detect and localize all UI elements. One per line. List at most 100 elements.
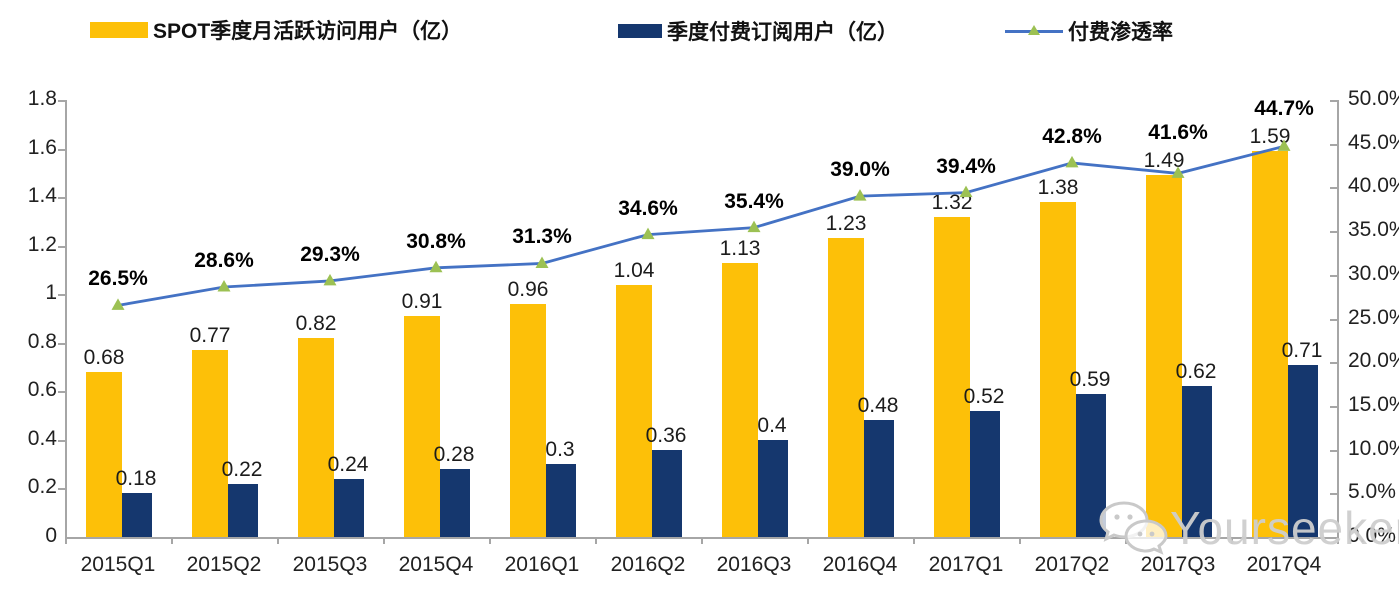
x-axis-category-label: 2017Q2: [1034, 553, 1110, 576]
y-axis-right-tick: [1330, 362, 1337, 365]
subscribers-value-label: 0.22: [221, 457, 263, 481]
subscribers-value-label: 0.52: [963, 384, 1005, 408]
mau-value-label: 0.96: [507, 277, 549, 301]
watermark: Yourseeker: [1094, 497, 1399, 559]
y-axis-right-tick-label: 30.0%: [1348, 261, 1399, 285]
y-axis-right: [1337, 100, 1339, 537]
y-axis-right-tick-label: 45.0%: [1348, 130, 1399, 154]
subscribers-value-label: 0.71: [1281, 338, 1323, 362]
bar-subscribers: [969, 410, 1000, 537]
y-axis-right-tick: [1330, 449, 1337, 452]
subscribers-legend-swatch: [618, 24, 662, 38]
penetration-value-label: 39.0%: [830, 158, 890, 182]
y-axis-right-tick-label: 5.0%: [1348, 480, 1396, 504]
x-axis-tick: [1337, 537, 1339, 544]
subscribers-value-label: 0.3: [545, 438, 575, 462]
bar-mau: [509, 303, 546, 537]
mau-value-label: 0.91: [401, 290, 443, 314]
y-axis-left-tick-label: 1.2: [27, 232, 57, 256]
legend-item-subscribers: 季度付费订阅用户（亿）: [618, 19, 898, 44]
bar-subscribers: [227, 483, 258, 537]
y-axis-left-tick: [58, 245, 65, 248]
y-axis-right-tick: [1330, 274, 1337, 277]
penetration-point-marker: [535, 256, 549, 268]
x-axis-tick: [489, 537, 491, 544]
y-axis-right-tick-label: 15.0%: [1348, 392, 1399, 416]
legend-item-mau: SPOT季度月活跃访问用户（亿）: [90, 18, 463, 43]
mau-legend-label: SPOT季度月活跃访问用户（亿）: [153, 20, 463, 43]
y-axis-right-tick: [1330, 143, 1337, 146]
penetration-value-label: 42.8%: [1042, 124, 1102, 148]
y-axis-left-tick: [58, 488, 65, 491]
penetration-legend-marker: [1005, 24, 1063, 38]
bar-mau: [191, 350, 228, 537]
x-axis-category-label: 2015Q4: [398, 553, 474, 576]
x-axis-tick: [595, 537, 597, 544]
bar-subscribers: [757, 439, 788, 537]
penetration-value-label: 28.6%: [194, 249, 254, 273]
bar-mau: [1145, 175, 1182, 537]
x-axis-tick: [1231, 537, 1233, 544]
subscribers-legend-label: 季度付费订阅用户（亿）: [667, 21, 898, 44]
y-axis-right-tick: [1330, 318, 1337, 321]
penetration-value-label: 34.6%: [618, 196, 678, 220]
y-axis-right-tick-label: 40.0%: [1348, 174, 1399, 198]
penetration-value-label: 30.8%: [406, 229, 466, 253]
x-axis-category-label: 2016Q2: [610, 553, 686, 576]
bar-mau: [615, 284, 652, 537]
bar-subscribers: [1287, 364, 1318, 537]
penetration-point-marker: [853, 189, 867, 201]
penetration-line: [117, 144, 1285, 307]
y-axis-right-tick-label: 10.0%: [1348, 436, 1399, 460]
penetration-point-marker: [217, 280, 231, 292]
bar-subscribers: [651, 449, 682, 537]
mau-value-label: 1.13: [719, 236, 761, 260]
x-axis-tick: [913, 537, 915, 544]
y-axis-left-tick: [58, 294, 65, 297]
x-axis-category-label: 2016Q3: [716, 553, 792, 576]
mau-value-label: 1.49: [1143, 149, 1185, 173]
y-axis-left-tick-label: 1.4: [27, 184, 57, 208]
bar-subscribers: [439, 469, 470, 537]
bar-mau: [403, 316, 440, 537]
y-axis-left: [65, 100, 67, 537]
x-axis-tick: [701, 537, 703, 544]
x-axis-category-label: 2017Q3: [1140, 553, 1216, 576]
y-axis-right-tick: [1330, 493, 1337, 496]
x-axis-category-label: 2015Q1: [80, 553, 156, 576]
y-axis-right-tick-label: 25.0%: [1348, 305, 1399, 329]
x-axis-tick: [1019, 537, 1021, 544]
penetration-point-marker: [111, 298, 125, 310]
x-axis-category-label: 2015Q2: [186, 553, 262, 576]
penetration-value-label: 31.3%: [512, 225, 572, 249]
y-axis-left-tick-label: 1.6: [27, 135, 57, 159]
legend-item-penetration: 付费渗透率: [1005, 19, 1173, 44]
mau-value-label: 0.82: [295, 311, 337, 335]
mau-value-label: 1.38: [1037, 175, 1079, 199]
mau-value-label: 0.68: [83, 345, 125, 369]
y-axis-right-tick: [1330, 405, 1337, 408]
x-axis-tick: [383, 537, 385, 544]
bar-subscribers: [1181, 386, 1212, 537]
mau-value-label: 1.04: [613, 258, 655, 282]
wechat-icon: [1099, 501, 1168, 555]
mau-value-label: 0.77: [189, 324, 231, 348]
subscribers-value-label: 0.24: [327, 452, 369, 476]
x-axis-category-label: 2015Q3: [292, 553, 368, 576]
penetration-point-marker: [323, 273, 337, 286]
x-axis-tick: [171, 537, 173, 544]
x-axis-tick: [65, 537, 67, 544]
bar-mau: [721, 262, 758, 537]
mau-legend-swatch: [90, 22, 148, 38]
x-axis-category-label: 2016Q4: [822, 553, 898, 576]
subscribers-value-label: 0.48: [857, 394, 899, 418]
subscribers-value-label: 0.4: [757, 413, 787, 437]
mau-value-label: 1.59: [1249, 124, 1291, 148]
penetration-value-label: 29.3%: [300, 242, 360, 266]
bar-subscribers: [333, 478, 364, 537]
penetration-value-label: 26.5%: [88, 267, 148, 291]
y-axis-left-tick: [58, 197, 65, 200]
bar-subscribers: [545, 464, 576, 537]
y-axis-right-tick-label: 20.0%: [1348, 349, 1399, 373]
